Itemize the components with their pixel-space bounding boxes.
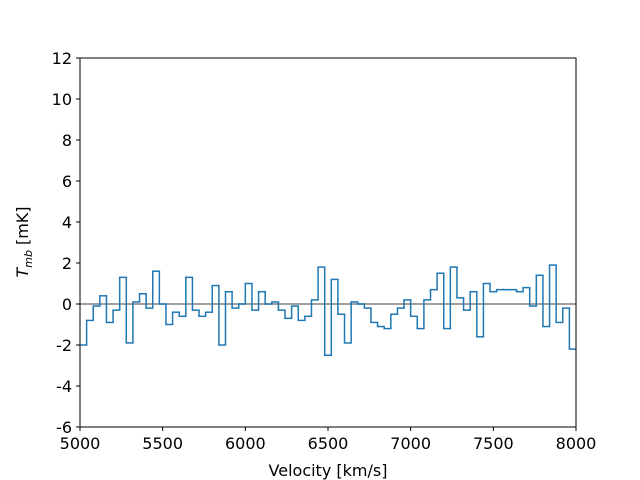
y-tick-label: 10	[52, 90, 72, 109]
y-tick-label: 2	[62, 254, 72, 273]
y-label-symbol: T	[13, 267, 32, 278]
y-tick-label: -4	[56, 377, 72, 396]
y-tick-label: 6	[62, 172, 72, 191]
x-tick-label: 5500	[142, 434, 183, 453]
y-axis-label: Tmb [mK]	[13, 206, 35, 277]
y-label-unit: [mK]	[13, 206, 32, 245]
x-tick-label: 6500	[308, 434, 349, 453]
y-tick-label: 4	[62, 213, 72, 232]
x-tick-label: 5000	[60, 434, 101, 453]
y-tick-label: 12	[52, 49, 72, 68]
x-axis-label: Velocity [km/s]	[269, 461, 388, 480]
x-tick-label: 8000	[556, 434, 597, 453]
plot-frame	[79, 57, 577, 428]
y-label-subscript: mb	[22, 250, 35, 268]
y-tick-label: -2	[56, 336, 72, 355]
y-tick-label: -6	[56, 418, 72, 437]
y-tick-label: 8	[62, 131, 72, 150]
x-tick-label: 7000	[390, 434, 431, 453]
plot-area	[80, 264, 576, 356]
x-tick-label: 7500	[473, 434, 514, 453]
y-tick-label: 0	[62, 295, 72, 314]
x-tick-label: 6000	[225, 434, 266, 453]
